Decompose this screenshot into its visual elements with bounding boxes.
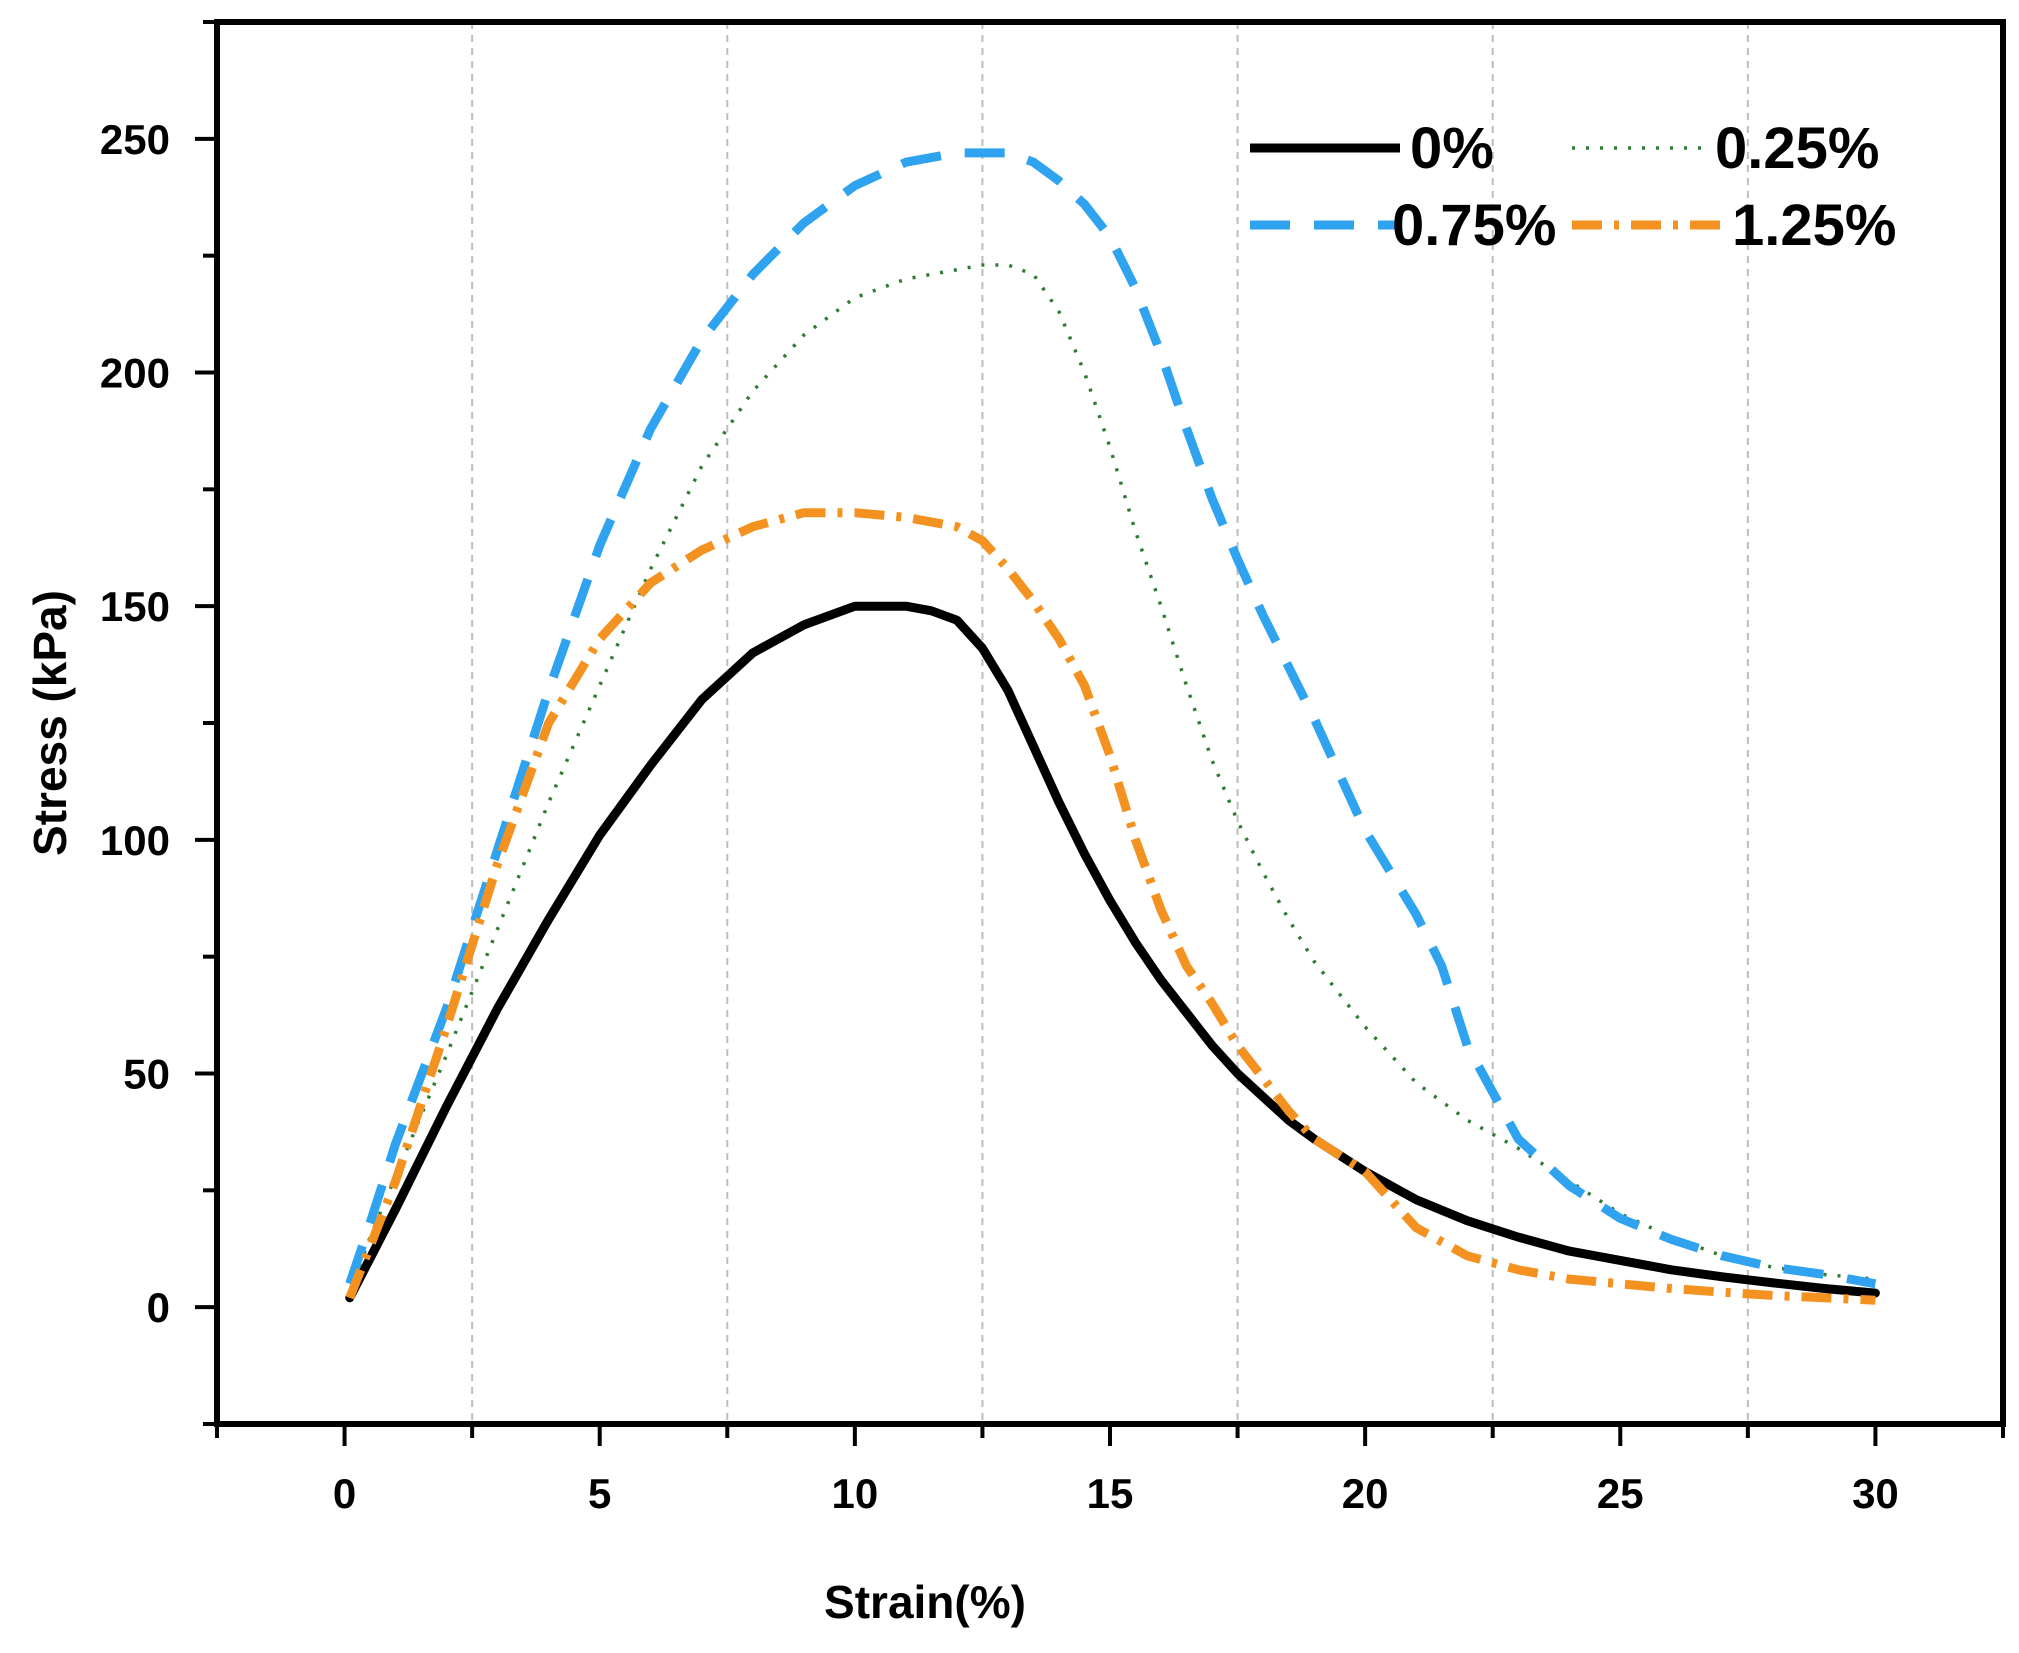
legend-label-2: 0.75% (1392, 193, 1556, 258)
legend-label-3: 1.25% (1732, 193, 1896, 258)
x-tick-label: 25 (1597, 1470, 1644, 1517)
series-line-2 (345, 148, 1877, 1289)
y-tick-label: 200 (100, 350, 170, 397)
x-tick-label: 30 (1852, 1470, 1899, 1517)
x-tick-label: 5 (588, 1470, 611, 1517)
x-tick-label: 0 (333, 1470, 356, 1517)
legend: 0% 0.25% 0.75% 1.25% (1250, 116, 1896, 258)
axis-layer: 0 5 10 15 20 25 30 0 50 100 150 200 250 (100, 19, 2006, 1517)
y-tick-label: 250 (100, 116, 170, 163)
series-layer (345, 148, 1880, 1305)
y-tick-label: 50 (123, 1051, 170, 1098)
y-tick-label: 100 (100, 817, 170, 864)
y-tick-label: 0 (147, 1284, 170, 1331)
y-axis-title: Stress (kPa) (24, 590, 76, 856)
legend-label-1: 0.25% (1715, 116, 1879, 181)
x-tick-label: 15 (1087, 1470, 1134, 1517)
x-axis-title: Strain(%) (824, 1576, 1026, 1628)
series-line-0 (345, 601, 1880, 1303)
grid-layer (471, 22, 1749, 1424)
x-tick-label: 10 (831, 1470, 878, 1517)
series-line-1 (348, 263, 1876, 1294)
y-tick-label: 150 (100, 583, 170, 630)
legend-label-0: 0% (1410, 116, 1494, 181)
series-line-3 (345, 508, 1876, 1305)
x-tick-label: 20 (1342, 1470, 1389, 1517)
